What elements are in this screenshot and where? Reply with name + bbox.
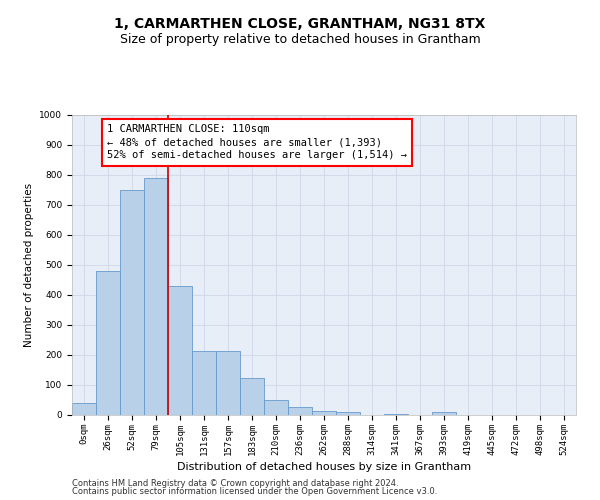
- Bar: [168, 286, 192, 415]
- Bar: [288, 407, 312, 415]
- Text: Contains public sector information licensed under the Open Government Licence v3: Contains public sector information licen…: [72, 487, 437, 496]
- Text: 1 CARMARTHEN CLOSE: 110sqm
← 48% of detached houses are smaller (1,393)
52% of s: 1 CARMARTHEN CLOSE: 110sqm ← 48% of deta…: [107, 124, 407, 160]
- Bar: [336, 412, 360, 415]
- Y-axis label: Number of detached properties: Number of detached properties: [24, 183, 34, 347]
- Bar: [192, 350, 216, 415]
- Bar: [72, 403, 96, 415]
- Bar: [96, 271, 120, 415]
- Text: Contains HM Land Registry data © Crown copyright and database right 2024.: Contains HM Land Registry data © Crown c…: [72, 478, 398, 488]
- Bar: [312, 411, 336, 415]
- Bar: [120, 190, 144, 415]
- Text: Distribution of detached houses by size in Grantham: Distribution of detached houses by size …: [177, 462, 471, 472]
- Text: Size of property relative to detached houses in Grantham: Size of property relative to detached ho…: [119, 34, 481, 46]
- Bar: [144, 178, 168, 415]
- Bar: [384, 414, 408, 415]
- Bar: [432, 412, 456, 415]
- Text: 1, CARMARTHEN CLOSE, GRANTHAM, NG31 8TX: 1, CARMARTHEN CLOSE, GRANTHAM, NG31 8TX: [115, 18, 485, 32]
- Bar: [240, 378, 264, 415]
- Bar: [264, 400, 288, 415]
- Bar: [216, 350, 240, 415]
